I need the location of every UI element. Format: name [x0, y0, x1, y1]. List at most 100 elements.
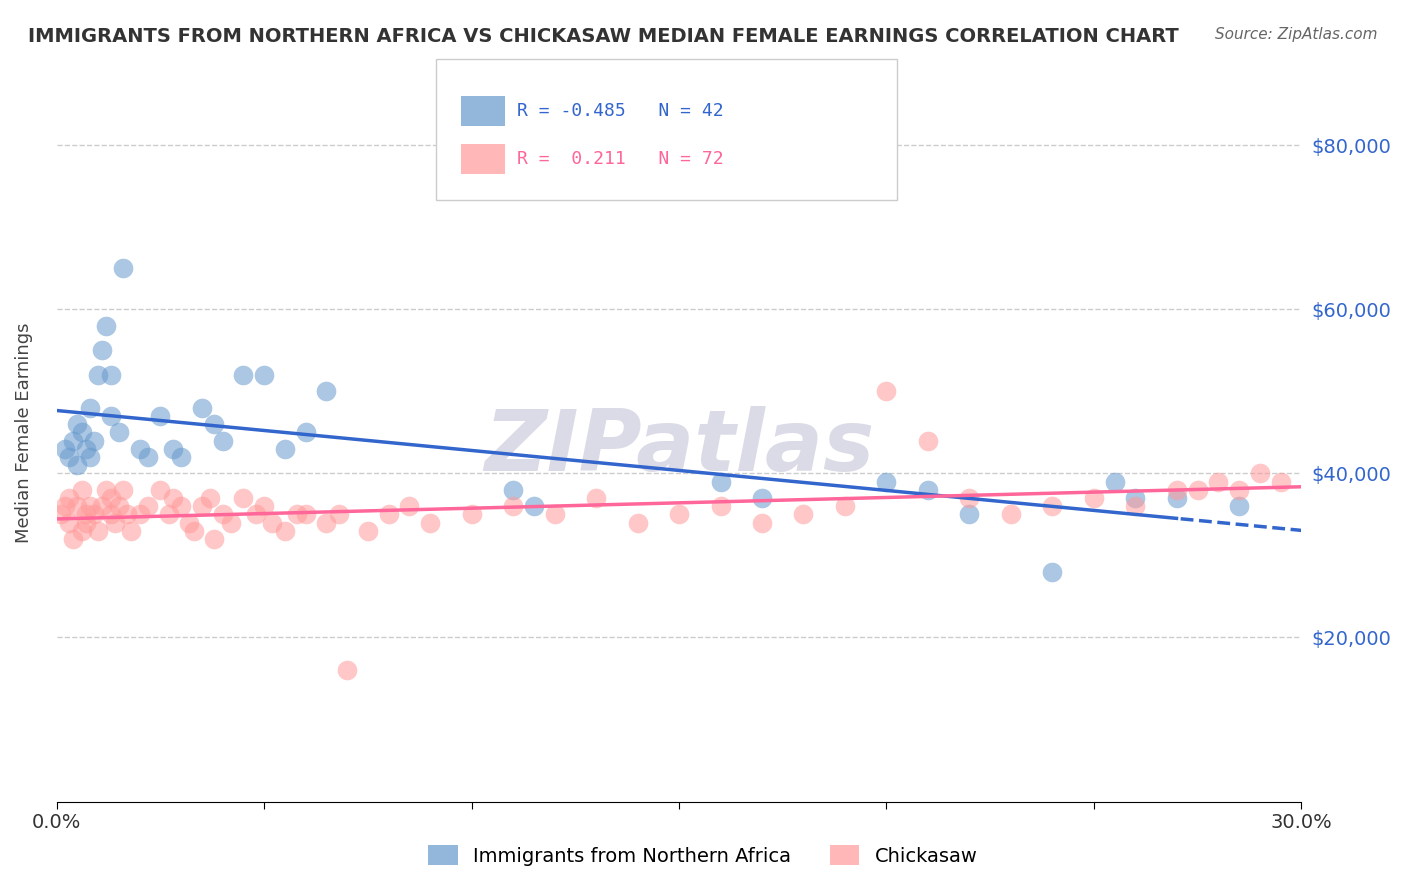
Point — [136, 499, 159, 513]
Point — [96, 483, 118, 497]
Point — [75, 508, 97, 522]
Point — [328, 508, 350, 522]
Point — [1227, 499, 1250, 513]
Point — [91, 343, 114, 358]
Point — [1083, 491, 1105, 505]
Point — [211, 508, 233, 522]
Point — [53, 499, 76, 513]
Point — [377, 508, 399, 522]
FancyBboxPatch shape — [461, 96, 505, 126]
Point — [709, 475, 731, 489]
Point — [502, 483, 524, 497]
Point — [53, 442, 76, 456]
Point — [1166, 483, 1188, 497]
FancyBboxPatch shape — [436, 60, 897, 200]
Point — [585, 491, 607, 505]
Point — [543, 508, 565, 522]
Point — [183, 524, 205, 538]
Text: R = -0.485   N = 42: R = -0.485 N = 42 — [517, 102, 724, 120]
Point — [285, 508, 308, 522]
Point — [70, 524, 93, 538]
Point — [149, 483, 172, 497]
Point — [834, 499, 856, 513]
Point — [170, 499, 193, 513]
Point — [179, 516, 201, 530]
Point — [917, 434, 939, 448]
Point — [751, 491, 773, 505]
Point — [170, 450, 193, 464]
Point — [253, 499, 276, 513]
Point — [1227, 483, 1250, 497]
Point — [274, 442, 297, 456]
Point — [75, 442, 97, 456]
Point — [357, 524, 380, 538]
Point — [792, 508, 814, 522]
Point — [70, 425, 93, 440]
Point — [315, 384, 337, 399]
Point — [96, 318, 118, 333]
Point — [66, 499, 89, 513]
Point — [104, 516, 127, 530]
Point — [232, 368, 254, 382]
Point — [100, 491, 122, 505]
Point — [120, 524, 142, 538]
Point — [202, 532, 225, 546]
Point — [111, 483, 134, 497]
Y-axis label: Median Female Earnings: Median Female Earnings — [15, 322, 32, 542]
Point — [128, 442, 150, 456]
Point — [211, 434, 233, 448]
Point — [70, 483, 93, 497]
Point — [87, 524, 110, 538]
Point — [136, 450, 159, 464]
Point — [668, 508, 690, 522]
Point — [294, 508, 316, 522]
Point — [108, 425, 131, 440]
Point — [959, 508, 981, 522]
Point — [87, 368, 110, 382]
Point — [1042, 565, 1064, 579]
Point — [100, 508, 122, 522]
Text: ZIPatlas: ZIPatlas — [484, 406, 875, 489]
Point — [149, 409, 172, 423]
Point — [626, 516, 648, 530]
Point — [959, 491, 981, 505]
Point — [1042, 499, 1064, 513]
Point — [79, 401, 101, 415]
Point — [219, 516, 242, 530]
Point — [502, 499, 524, 513]
Point — [162, 491, 184, 505]
Point — [875, 384, 897, 399]
Text: Source: ZipAtlas.com: Source: ZipAtlas.com — [1215, 27, 1378, 42]
Point — [1104, 475, 1126, 489]
Point — [1208, 475, 1230, 489]
Point — [75, 516, 97, 530]
Point — [191, 499, 214, 513]
Point — [202, 417, 225, 431]
Point — [83, 434, 105, 448]
Point — [157, 508, 180, 522]
Point — [128, 508, 150, 522]
Point — [115, 508, 138, 522]
Point — [100, 368, 122, 382]
Point — [253, 368, 276, 382]
Point — [1125, 499, 1147, 513]
Point — [1166, 491, 1188, 505]
Point — [58, 450, 80, 464]
Point — [709, 499, 731, 513]
Point — [875, 475, 897, 489]
Point — [917, 483, 939, 497]
Point — [79, 499, 101, 513]
Point — [62, 532, 84, 546]
Point — [1000, 508, 1022, 522]
Point — [191, 401, 214, 415]
Text: IMMIGRANTS FROM NORTHERN AFRICA VS CHICKASAW MEDIAN FEMALE EARNINGS CORRELATION : IMMIGRANTS FROM NORTHERN AFRICA VS CHICK… — [28, 27, 1178, 45]
Point — [274, 524, 297, 538]
Point — [66, 458, 89, 472]
Point — [262, 516, 284, 530]
Point — [108, 499, 131, 513]
Text: R =  0.211   N = 72: R = 0.211 N = 72 — [517, 150, 724, 168]
Point — [198, 491, 221, 505]
Point — [79, 450, 101, 464]
Point — [294, 425, 316, 440]
Point — [58, 491, 80, 505]
